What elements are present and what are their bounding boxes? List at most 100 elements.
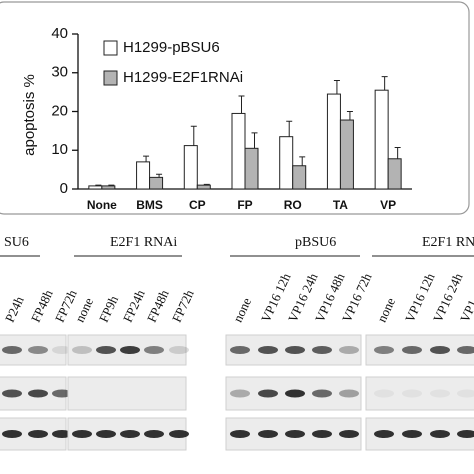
blot-band: [312, 430, 332, 438]
blot-band: [52, 346, 72, 354]
bar: [292, 165, 307, 190]
bar: [326, 93, 341, 190]
error-bar: [95, 184, 102, 186]
legend-swatch: [103, 40, 118, 56]
blot-band: [374, 430, 394, 438]
blot-band: [339, 346, 359, 354]
blot-group-label: E2F1 RNAi: [110, 235, 177, 250]
x-tick-label: BMS: [136, 198, 163, 212]
chart-frame: [0, 1, 470, 215]
blot-band: [52, 430, 72, 438]
blot-strip: [67, 376, 187, 411]
blot-band: [402, 389, 422, 398]
x-tick-label: VP: [380, 198, 396, 212]
blot-band: [72, 346, 92, 354]
x-tick-label: RO: [284, 198, 302, 212]
y-tick-label: 20: [51, 102, 68, 119]
blot-band: [430, 430, 450, 438]
y-axis-title: apoptosis %: [21, 74, 38, 156]
blot-band: [120, 346, 140, 354]
blot-band: [72, 430, 92, 438]
bar: [196, 184, 211, 190]
blot-band: [144, 346, 164, 354]
blot-band: [374, 389, 394, 398]
blot-strip: [0, 334, 67, 366]
blot-band: [230, 430, 250, 438]
lane-label: none: [374, 295, 398, 324]
x-tick-label: FP: [237, 198, 252, 212]
blot-band: [285, 430, 305, 438]
lane-label: FP9h: [96, 293, 121, 325]
blot-band: [374, 346, 394, 354]
error-bar: [333, 80, 340, 95]
bar: [88, 185, 103, 190]
legend-label: H1299-E2F1RNAi: [123, 69, 243, 86]
error-bar: [394, 147, 401, 159]
blot-group-label: pBSU6: [295, 235, 336, 250]
blot-band: [285, 346, 305, 354]
blot-band: [169, 430, 189, 438]
lane-label: VP1: [457, 297, 474, 324]
y-tick-label: 0: [60, 180, 68, 197]
blot-band: [2, 346, 22, 354]
blot-band: [430, 346, 450, 354]
error-bar: [203, 183, 210, 186]
error-bar: [238, 95, 245, 114]
lane-label: FP72h: [169, 287, 197, 325]
blot-band: [96, 346, 116, 354]
blot-band: [28, 430, 48, 438]
error-bar: [346, 111, 353, 121]
error-bar: [251, 132, 258, 149]
blot-strip: [365, 376, 474, 411]
error-bar: [156, 173, 163, 178]
lane-label: none: [230, 295, 254, 324]
blot-band: [258, 346, 278, 354]
blot-band: [457, 389, 474, 398]
y-tick-label: 40: [51, 25, 68, 42]
bar: [339, 119, 354, 190]
blot-band: [312, 389, 332, 398]
bar: [387, 158, 402, 190]
blot-band: [28, 389, 48, 398]
x-tick-label: None: [87, 198, 117, 212]
bar: [231, 112, 246, 190]
bar: [374, 89, 389, 190]
blot-band: [402, 346, 422, 354]
bar: [101, 185, 116, 190]
blot-band: [2, 430, 22, 438]
blot-band: [457, 346, 474, 354]
blot-band: [230, 346, 250, 354]
error-bar: [381, 76, 388, 91]
blot-band: [28, 346, 48, 354]
blot-band: [96, 430, 116, 438]
bar: [136, 161, 151, 190]
legend-label: H1299-pBSU6: [123, 39, 220, 56]
y-tick-label: 30: [51, 64, 68, 81]
blot-band: [457, 430, 474, 438]
lane-label: FP48h: [144, 287, 172, 325]
blot-band: [2, 389, 22, 398]
blot-band: [339, 389, 359, 398]
bar: [279, 136, 294, 190]
blot-band: [258, 389, 278, 398]
blot-band: [52, 389, 72, 398]
lane-label: P24h: [2, 294, 27, 325]
bar: [149, 176, 164, 190]
error-bar: [108, 184, 115, 186]
bar: [183, 145, 198, 190]
blot-band: [339, 430, 359, 438]
blot-band: [430, 389, 450, 398]
legend-swatch: [103, 70, 118, 86]
error-bar: [286, 120, 293, 137]
error-bar: [190, 125, 197, 146]
blot-band: [144, 430, 164, 438]
bar: [244, 147, 259, 190]
blot-band: [402, 430, 422, 438]
error-bar: [143, 155, 150, 162]
blot-band: [258, 430, 278, 438]
y-tick-label: 10: [51, 141, 68, 158]
blot-band: [120, 430, 140, 438]
blot-band: [285, 389, 305, 398]
blot-group-label: SU6: [4, 235, 29, 250]
